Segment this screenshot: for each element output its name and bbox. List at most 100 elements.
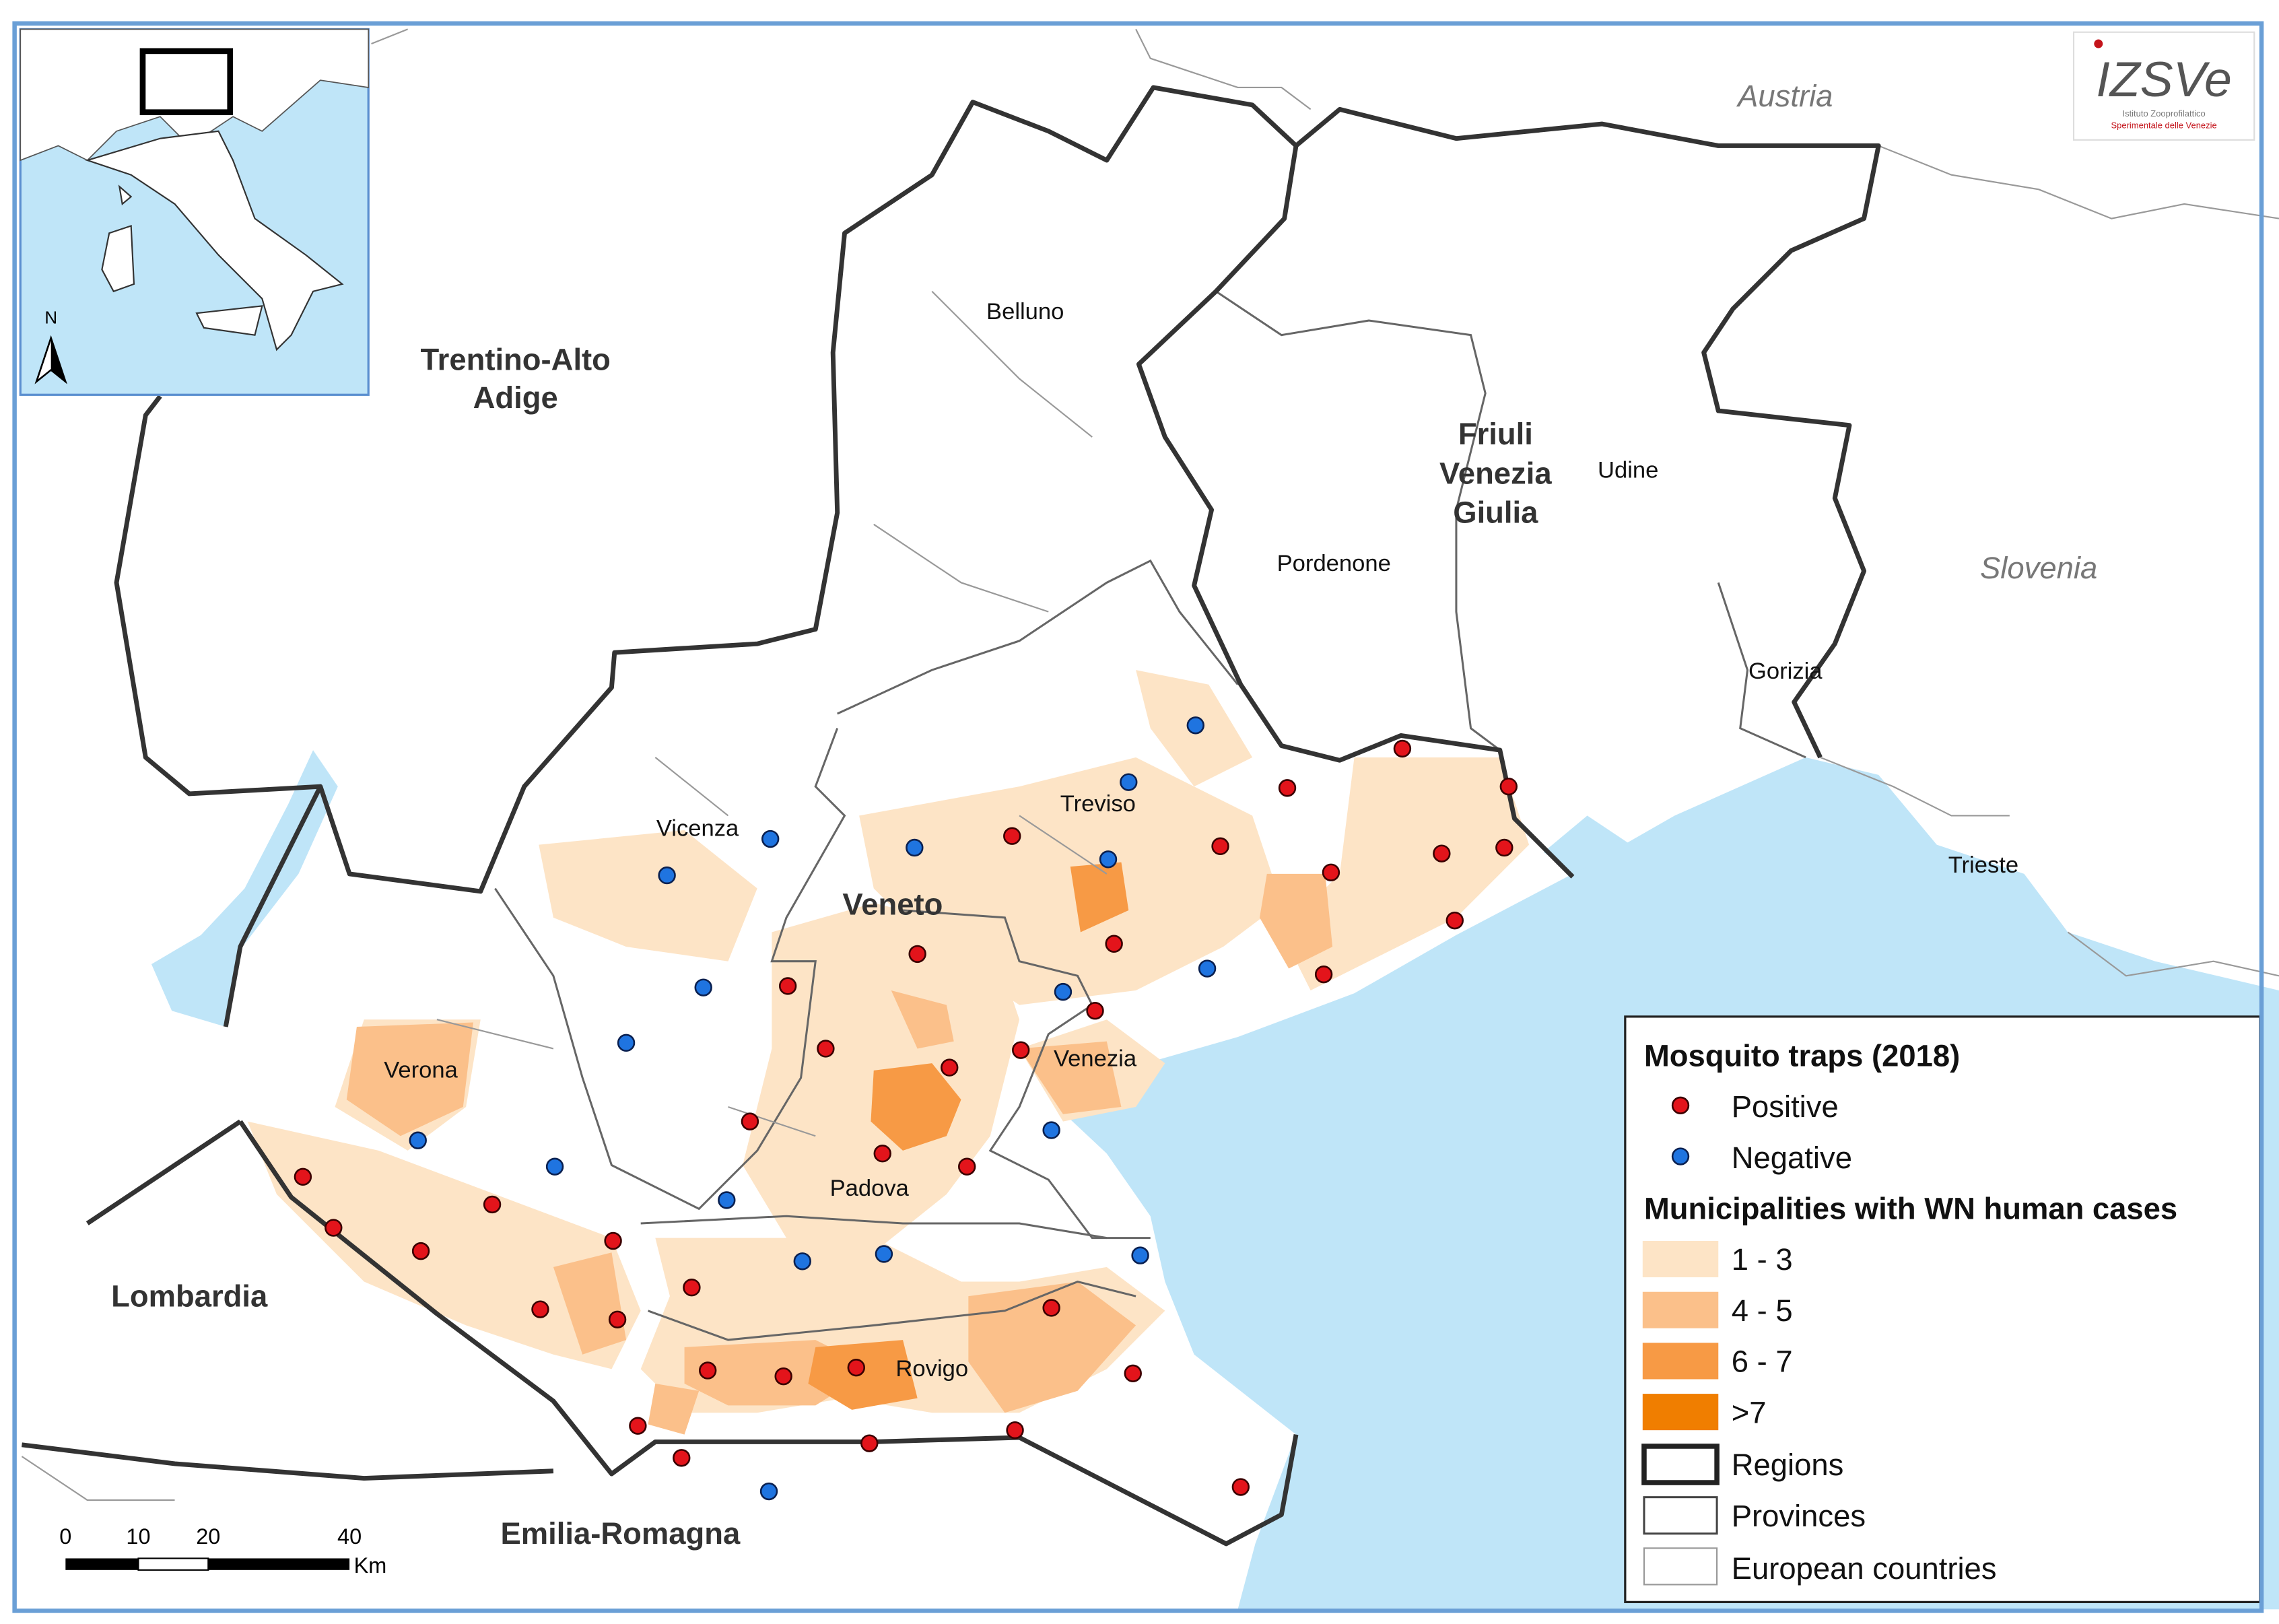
positive-traps-part bbox=[1211, 837, 1229, 856]
region-borders-part bbox=[238, 1120, 1299, 1547]
inset-map: N bbox=[19, 28, 370, 396]
logo-name: IZSVe bbox=[2096, 51, 2232, 107]
sea-part bbox=[1543, 815, 1631, 874]
legend-label: Positive bbox=[1732, 1089, 1839, 1124]
province-label: Pordenone bbox=[1277, 551, 1391, 576]
negative-traps-part bbox=[875, 1245, 893, 1263]
province-borders-part bbox=[436, 290, 1108, 1137]
region-borders-part bbox=[22, 1119, 554, 1481]
municipalities-with-cases-part bbox=[648, 1383, 700, 1435]
negative-traps-part bbox=[718, 1191, 736, 1209]
province-label: Trieste bbox=[1948, 852, 2018, 878]
scale-bar: 0 10 20 40 Km bbox=[59, 1524, 386, 1578]
legend-part bbox=[1641, 1444, 1720, 1485]
municipalities-with-cases-part bbox=[891, 990, 954, 1049]
negative-traps bbox=[409, 716, 1217, 1501]
positive-traps-part bbox=[1042, 1299, 1060, 1317]
province-label: Gorizia bbox=[1748, 658, 1823, 684]
positive-traps-part bbox=[483, 1195, 502, 1214]
province-label: Treviso bbox=[1060, 791, 1136, 817]
positive-traps-part bbox=[1012, 1041, 1030, 1059]
positive-traps bbox=[294, 739, 1518, 1496]
country-borders-part bbox=[1820, 756, 2279, 977]
country-borders bbox=[21, 28, 2279, 1501]
legend-part bbox=[1642, 1240, 1719, 1278]
municipalities-with-cases-part bbox=[859, 757, 1282, 1005]
negative-traps-part bbox=[759, 1482, 778, 1501]
scale-label: 40 bbox=[337, 1524, 362, 1549]
positive-traps-part bbox=[1278, 779, 1297, 797]
logo-part bbox=[2072, 31, 2255, 141]
scale-label: 0 bbox=[59, 1524, 71, 1549]
region-label-part: Venezia bbox=[1439, 456, 1552, 490]
negative-traps-part bbox=[1054, 982, 1073, 1001]
frame bbox=[12, 21, 2264, 1613]
scale-bar-part bbox=[208, 1558, 350, 1570]
legend-title: Mosquito traps (2018) bbox=[1644, 1038, 1960, 1073]
municipalities-with-cases-part bbox=[346, 1022, 473, 1137]
legend: Mosquito traps (2018) Positive Negative … bbox=[1624, 1015, 2261, 1604]
region-label: Veneto bbox=[842, 887, 943, 921]
positive-traps-part bbox=[860, 1434, 879, 1452]
region-borders-part bbox=[1294, 106, 1881, 759]
province-label: Rovigo bbox=[895, 1356, 968, 1382]
legend-part bbox=[1642, 1291, 1719, 1328]
country-labels: Austria Slovenia bbox=[1736, 79, 2097, 585]
positive-traps-part bbox=[1433, 844, 1451, 862]
province-borders-part bbox=[494, 728, 846, 1211]
positive-traps-part bbox=[325, 1219, 343, 1237]
province-borders-part bbox=[640, 1215, 1108, 1240]
inset-map-part bbox=[118, 184, 133, 206]
scale-bar-part bbox=[137, 1557, 209, 1571]
region-label: Emilia-Romagna bbox=[501, 1516, 741, 1551]
positive-traps-part bbox=[778, 977, 797, 995]
inset-map-part bbox=[139, 48, 234, 116]
province-label: Belluno bbox=[986, 299, 1064, 325]
country-label: Austria bbox=[1736, 79, 1833, 113]
negative-traps-part bbox=[1120, 773, 1138, 791]
positive-traps-part bbox=[604, 1231, 622, 1250]
positive-traps-part bbox=[957, 1157, 976, 1176]
positive-traps-part bbox=[741, 1112, 759, 1130]
province-borders-part bbox=[902, 909, 1151, 1240]
negative-traps-part bbox=[545, 1157, 564, 1176]
municipalities-with-cases-part bbox=[968, 1281, 1136, 1413]
province-borders-part bbox=[1215, 290, 1501, 751]
negative-traps-part bbox=[1198, 959, 1217, 978]
province-borders bbox=[436, 290, 1806, 1341]
region-label-part: Friuli bbox=[1458, 417, 1533, 451]
legend-part bbox=[1671, 1147, 1690, 1165]
logo-part bbox=[2094, 39, 2103, 48]
negative-traps-part bbox=[906, 838, 924, 857]
province-borders-part bbox=[1717, 582, 1806, 759]
province-label: Udine bbox=[1598, 458, 1658, 483]
positive-traps-part bbox=[908, 945, 926, 963]
region-label: Lombardia bbox=[111, 1279, 268, 1313]
province-label: Verona bbox=[384, 1058, 458, 1083]
negative-traps-part bbox=[658, 866, 676, 885]
positive-traps-part bbox=[817, 1040, 835, 1058]
municipalities-with-cases-part bbox=[871, 1063, 961, 1151]
municipalities-with-cases-part bbox=[1281, 757, 1530, 990]
inset-map-part bbox=[50, 337, 66, 382]
legend-label: Negative bbox=[1732, 1141, 1852, 1175]
inset-map-part bbox=[195, 305, 263, 336]
legend-part bbox=[1671, 1096, 1690, 1115]
negative-traps-part bbox=[1186, 716, 1204, 735]
region-borders-part bbox=[223, 85, 1575, 1027]
inset-map-part bbox=[101, 224, 135, 293]
legend-title: Municipalities with WN human cases bbox=[1644, 1192, 2177, 1226]
scale-bar-part bbox=[65, 1558, 139, 1570]
positive-traps-part bbox=[1393, 739, 1412, 758]
legend-label: >7 bbox=[1732, 1395, 1767, 1429]
positive-traps-part bbox=[1445, 911, 1464, 930]
positive-traps-part bbox=[941, 1058, 959, 1077]
legend-part bbox=[1642, 1394, 1719, 1431]
region-borders bbox=[22, 85, 1881, 1547]
province-label: Padova bbox=[830, 1176, 910, 1201]
legend-part bbox=[1642, 1343, 1719, 1380]
region-label-part: Giulia bbox=[1453, 496, 1538, 530]
negative-traps-part bbox=[617, 1034, 636, 1052]
positive-traps-part bbox=[847, 1358, 866, 1377]
